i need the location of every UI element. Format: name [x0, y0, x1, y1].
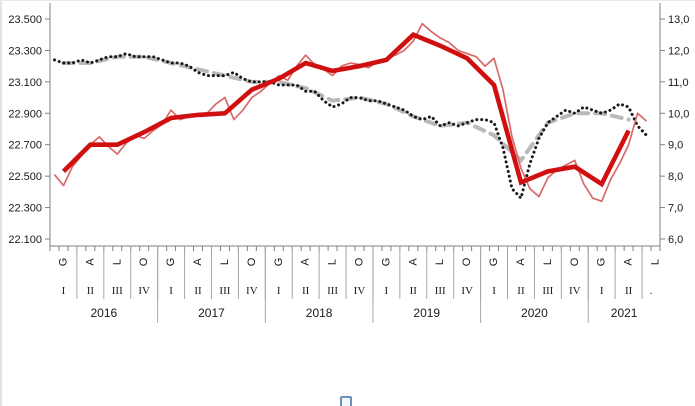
svg-text:.: .	[649, 285, 652, 297]
svg-text:23.100: 23.100	[8, 77, 42, 89]
svg-text:O: O	[353, 257, 365, 266]
svg-text:I: I	[62, 285, 66, 297]
right-axis: 13,0 12,0 11,0 10,0 9,0 8,0 7,0 6,0	[659, 3, 689, 246]
svg-text:22.900: 22.900	[8, 108, 42, 120]
svg-text:A: A	[84, 258, 96, 266]
svg-text:A: A	[407, 258, 419, 266]
svg-text:13,0: 13,0	[668, 14, 689, 26]
svg-text:2019: 2019	[413, 306, 440, 320]
chart-canvas: 23.500 23.300 23.100 22.900 22.700 22.500 22.3…	[8, 3, 689, 323]
svg-text:III: III	[327, 285, 338, 297]
svg-text:G: G	[165, 258, 177, 267]
svg-text:IV: IV	[138, 285, 150, 297]
svg-text:I: I	[385, 285, 389, 297]
svg-text:A: A	[300, 258, 312, 266]
svg-text:G: G	[57, 258, 69, 267]
object-resize-handle[interactable]	[340, 396, 352, 406]
svg-text:IV: IV	[246, 285, 258, 297]
svg-text:G: G	[380, 258, 392, 267]
svg-text:O: O	[138, 257, 150, 266]
svg-text:III: III	[112, 285, 123, 297]
svg-text:8,0: 8,0	[668, 171, 683, 183]
svg-text:G: G	[273, 258, 285, 267]
svg-text:22.700: 22.700	[8, 140, 42, 152]
svg-text:23.500: 23.500	[8, 14, 42, 26]
svg-text:10,0: 10,0	[668, 108, 689, 120]
series-occupati-trimestrali	[61, 32, 631, 188]
svg-text:L: L	[219, 259, 231, 265]
svg-text:III: III	[219, 285, 230, 297]
svg-text:2016: 2016	[90, 306, 117, 320]
svg-text:22.300: 22.300	[8, 203, 42, 215]
svg-text:L: L	[111, 259, 123, 265]
series-tasso-disoccupazione-trimestrale	[61, 54, 631, 164]
series-tasso-disoccupazione-mensile	[53, 52, 648, 202]
svg-text:A: A	[515, 258, 527, 266]
left-axis: 23.500 23.300 23.100 22.900 22.700 22.500 22.3…	[8, 3, 51, 246]
svg-text:III: III	[435, 285, 446, 297]
svg-text:23.300: 23.300	[8, 45, 42, 57]
svg-text:O: O	[246, 257, 258, 266]
svg-text:22.500: 22.500	[8, 171, 42, 183]
svg-text:G: G	[596, 258, 608, 267]
series-occupati-mensili	[53, 22, 648, 203]
x-axis: GIAIILIIIOIV2016GIAIILIIIOIV2017GIAIILII…	[49, 245, 662, 323]
svg-text:2021: 2021	[611, 306, 638, 320]
svg-text:II: II	[625, 285, 633, 297]
svg-text:II: II	[517, 285, 525, 297]
svg-text:7,0: 7,0	[668, 203, 683, 215]
svg-text:11,0: 11,0	[668, 77, 689, 89]
svg-text:IV: IV	[461, 285, 473, 297]
svg-text:I: I	[169, 285, 173, 297]
svg-text:IV: IV	[354, 285, 366, 297]
svg-text:2017: 2017	[198, 306, 225, 320]
svg-text:L: L	[327, 259, 339, 265]
svg-text:III: III	[542, 285, 553, 297]
svg-text:2018: 2018	[306, 306, 333, 320]
svg-text:II: II	[302, 285, 310, 297]
svg-text:22.100: 22.100	[8, 234, 42, 246]
svg-text:A: A	[623, 258, 635, 266]
chart-area: 23.500 23.300 23.100 22.900 22.700 22.500 22.3…	[2, 1, 695, 337]
svg-text:I: I	[277, 285, 281, 297]
svg-text:IV: IV	[569, 285, 581, 297]
svg-text:L: L	[542, 259, 554, 265]
svg-text:G: G	[488, 258, 500, 267]
svg-text:O: O	[461, 257, 473, 266]
svg-text:I: I	[492, 285, 496, 297]
svg-text:L: L	[650, 259, 662, 265]
svg-text:12,0: 12,0	[668, 45, 689, 57]
svg-text:L: L	[434, 259, 446, 265]
svg-text:I: I	[600, 285, 604, 297]
svg-text:II: II	[87, 285, 95, 297]
svg-text:II: II	[194, 285, 202, 297]
svg-text:6,0: 6,0	[668, 234, 683, 246]
svg-text:2020: 2020	[521, 306, 548, 320]
svg-text:9,0: 9,0	[668, 140, 683, 152]
svg-text:A: A	[192, 258, 204, 266]
svg-text:O: O	[569, 257, 581, 266]
svg-text:II: II	[410, 285, 418, 297]
